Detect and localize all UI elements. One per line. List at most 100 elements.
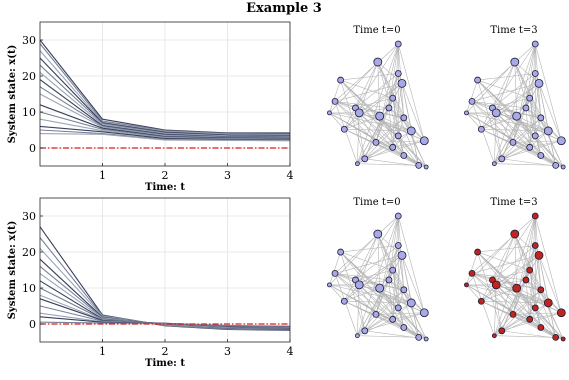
graph-edge [477, 73, 536, 81]
graph-edge [410, 302, 420, 338]
graph-edge [466, 233, 516, 286]
graph-edge [364, 289, 405, 332]
graph-edge [329, 233, 379, 286]
graph-node [361, 327, 369, 335]
graph-edge [340, 79, 399, 137]
graph-node [522, 276, 530, 284]
graph-edge [375, 279, 390, 315]
graph-node [552, 333, 560, 341]
graph-edge [355, 279, 425, 314]
graph-node [477, 297, 485, 305]
graph-node [373, 229, 383, 239]
graph-edge [329, 79, 341, 113]
graph-node [531, 70, 539, 77]
series-line [39, 125, 291, 141]
graph-edge [377, 61, 403, 84]
graph-edge [535, 135, 564, 168]
graph-edge [525, 279, 562, 313]
graph-edge [466, 79, 478, 113]
graph-node [375, 111, 385, 121]
graph-edge [340, 73, 399, 81]
graph-node [415, 161, 423, 169]
graph-node [537, 114, 545, 122]
graph-edge [359, 284, 419, 338]
graph-edge [477, 245, 536, 253]
graph-edge [525, 279, 530, 320]
graph-edge [355, 107, 425, 142]
graph-edge [496, 284, 556, 338]
graph-node [531, 304, 539, 312]
graph-edge [547, 302, 557, 338]
graph-node [372, 310, 380, 318]
graph-node [468, 269, 476, 277]
graph-node [474, 76, 482, 84]
graph-node [537, 324, 545, 331]
y-tick-label: 10 [22, 282, 36, 295]
graph-node [526, 143, 534, 151]
x-tick-label: 4 [287, 169, 294, 182]
graph-node [526, 266, 534, 274]
series-line [39, 50, 291, 136]
graph-node [534, 250, 544, 260]
y-tick-label: 0 [29, 142, 36, 155]
graph-edge [377, 233, 427, 340]
graph-edge [494, 284, 497, 336]
graph-edge [534, 43, 562, 141]
graph-edge [344, 128, 412, 132]
graph-edge [329, 61, 379, 114]
graph-edge [512, 312, 562, 315]
graph-edge [344, 233, 379, 302]
graph-node [537, 286, 545, 294]
y-tick-label: 20 [22, 246, 36, 259]
graph-edge [375, 107, 390, 143]
graph-edge [529, 140, 562, 148]
graph-node [543, 298, 553, 308]
x-tick-label: 2 [162, 169, 169, 182]
graph-edge [492, 279, 562, 314]
graph-edge [481, 61, 516, 130]
graph-edge [529, 98, 542, 156]
graph-edge [329, 284, 345, 302]
graph-top-left: Time t=0 [327, 25, 429, 170]
graph-edge [379, 287, 419, 338]
graph-node [498, 155, 506, 163]
graph-node [534, 78, 544, 88]
graph-edge [525, 107, 562, 141]
graph-edge [496, 112, 556, 166]
graph-edge [344, 300, 412, 304]
graph-edge [392, 73, 399, 99]
graph-node [477, 125, 485, 133]
graph-edge [359, 279, 390, 286]
graph-node [389, 143, 397, 151]
graph-edge [388, 107, 425, 141]
graph-node [361, 155, 369, 163]
graph-edge [379, 115, 419, 166]
y-tick-label: 0 [29, 318, 36, 331]
graph-node [531, 132, 539, 140]
graph-edge [340, 79, 393, 99]
graph-edge [344, 301, 427, 340]
graph-node [531, 212, 539, 220]
graph-node [543, 126, 553, 136]
graph-node [512, 111, 522, 121]
graph-edge [477, 79, 536, 137]
graph-edge [471, 101, 541, 119]
graph-node [394, 70, 402, 77]
graph-edge [492, 269, 530, 281]
graph-node [491, 280, 501, 290]
graph-edge [358, 61, 379, 113]
graph-node [423, 164, 429, 170]
graph-bottom-left: Time t=0 [327, 197, 429, 342]
graph-edge [410, 130, 420, 166]
graph-node [394, 242, 402, 249]
graph-node [389, 266, 397, 274]
graph-edge [496, 83, 540, 114]
graph-node [354, 333, 360, 339]
graph-edge [388, 279, 425, 313]
graph-node [397, 78, 407, 88]
graph-node [560, 336, 566, 342]
graph-node [340, 125, 348, 133]
graph-edge [334, 273, 389, 281]
graph-edge [466, 112, 482, 130]
